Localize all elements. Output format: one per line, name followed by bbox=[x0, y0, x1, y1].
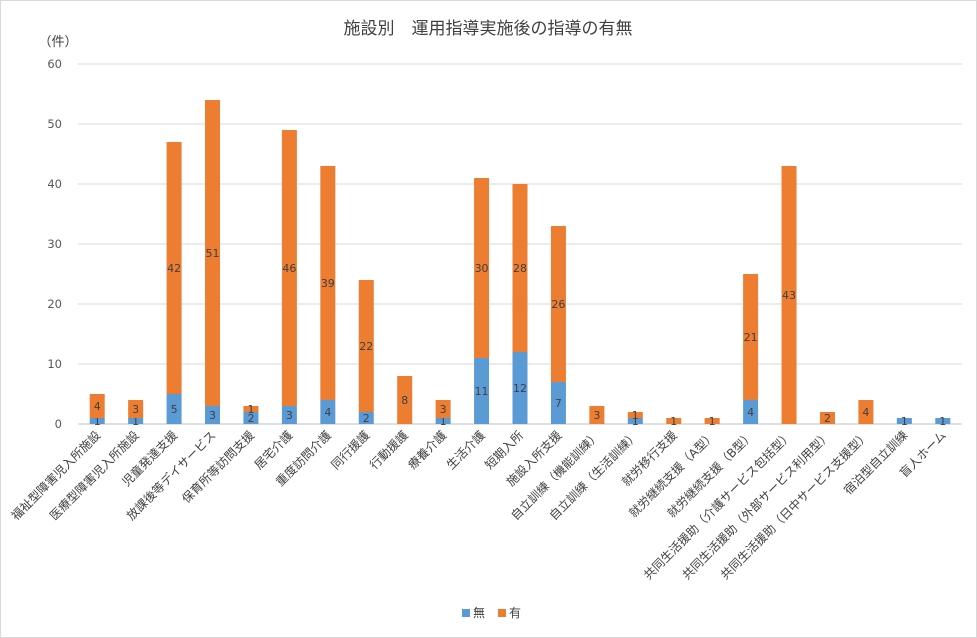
data-label-none-10: 11 bbox=[475, 385, 489, 398]
data-label-yes-19: 2 bbox=[824, 412, 831, 425]
y-tick-label-50: 50 bbox=[47, 117, 62, 131]
bar-yes-3 bbox=[205, 100, 221, 406]
y-axis-unit: （件） bbox=[38, 35, 77, 50]
data-label-yes-1: 3 bbox=[132, 403, 139, 416]
bar-yes-7 bbox=[358, 280, 374, 412]
bar-yes-19 bbox=[819, 412, 835, 424]
data-label-yes-18: 43 bbox=[782, 289, 796, 302]
bar-none-11 bbox=[512, 352, 528, 424]
bar-none-7 bbox=[358, 412, 374, 424]
data-label-yes-14: 1 bbox=[632, 409, 639, 422]
bar-none-2 bbox=[166, 394, 182, 424]
bar-yes-8 bbox=[397, 376, 413, 424]
bar-none-5 bbox=[281, 406, 297, 424]
data-label-yes-15: 1 bbox=[670, 415, 677, 428]
bar-yes-18 bbox=[781, 166, 797, 424]
bar-yes-0 bbox=[89, 394, 105, 418]
data-label-none-7: 2 bbox=[363, 412, 370, 425]
legend-label-yes: 有 bbox=[509, 606, 521, 620]
data-label-yes-3: 51 bbox=[206, 247, 220, 260]
x-axis-labels: 福祉型障害児入所施設医療型障害児入所施設児童発達支援放課後等デイサービス保育所等… bbox=[8, 428, 949, 583]
data-label-none-17: 4 bbox=[747, 406, 754, 419]
bar-yes-11 bbox=[512, 184, 528, 352]
data-label-yes-2: 42 bbox=[167, 262, 181, 275]
data-label-yes-10: 30 bbox=[475, 262, 489, 275]
bar-yes-5 bbox=[281, 130, 297, 406]
data-label-yes-11: 28 bbox=[513, 262, 527, 275]
y-tick-label-10: 10 bbox=[47, 357, 62, 371]
bar-yes-14 bbox=[627, 412, 643, 418]
x-tick-label-7: 同行援護 bbox=[328, 428, 373, 473]
bar-none-0 bbox=[89, 418, 105, 424]
bar-none-9 bbox=[435, 418, 451, 424]
data-label-yes-20: 4 bbox=[862, 406, 869, 419]
y-tick-label-60: 60 bbox=[47, 57, 62, 71]
data-label-none-1: 1 bbox=[132, 415, 139, 428]
data-label-none-4: 2 bbox=[247, 412, 254, 425]
legend-swatch-none bbox=[462, 609, 470, 617]
chart-title: 施設別 運用指導実施後の指導の有無 bbox=[344, 19, 633, 39]
legend: 無有 bbox=[462, 605, 521, 620]
bar-yes-12 bbox=[550, 226, 566, 382]
bar-none-12 bbox=[550, 382, 566, 424]
data-label-yes-8: 8 bbox=[401, 394, 408, 407]
bar-yes-10 bbox=[474, 178, 490, 358]
data-label-yes-0: 4 bbox=[94, 400, 101, 413]
data-label-yes-13: 3 bbox=[593, 409, 600, 422]
data-label-none-2: 5 bbox=[171, 403, 178, 416]
x-tick-label-10: 生活介護 bbox=[443, 428, 488, 473]
bar-yes-9 bbox=[435, 400, 451, 418]
data-label-none-0: 1 bbox=[94, 415, 101, 428]
data-label-none-12: 7 bbox=[555, 397, 562, 410]
y-axis-ticks: 0 10 20 30 40 50 60 bbox=[47, 57, 62, 431]
data-label-none-9: 1 bbox=[440, 415, 447, 428]
data-label-none-5: 3 bbox=[286, 409, 293, 422]
y-tick-label-0: 0 bbox=[55, 417, 62, 431]
y-tick-label-30: 30 bbox=[47, 237, 62, 251]
x-tick-label-9: 療養介護 bbox=[405, 428, 450, 473]
x-tick-label-4: 保育所等訪問支援 bbox=[179, 428, 257, 506]
bar-yes-20 bbox=[858, 400, 874, 424]
y-tick-label-40: 40 bbox=[47, 177, 62, 191]
data-label-none-21: 1 bbox=[901, 415, 908, 428]
bar-none-3 bbox=[205, 406, 221, 424]
bar-yes-15 bbox=[666, 418, 682, 424]
bar-yes-4 bbox=[243, 406, 259, 412]
data-label-yes-12: 26 bbox=[551, 298, 565, 311]
legend-swatch-yes bbox=[498, 609, 506, 617]
data-label-none-6: 4 bbox=[324, 406, 331, 419]
x-tick-label-8: 行動援護 bbox=[366, 428, 411, 473]
data-label-none-14: 1 bbox=[632, 415, 639, 428]
data-label-yes-4: 1 bbox=[247, 403, 254, 416]
data-label-none-11: 12 bbox=[513, 382, 527, 395]
data-label-yes-16: 1 bbox=[709, 415, 716, 428]
data-label-yes-7: 22 bbox=[359, 340, 373, 353]
bar-none-14 bbox=[627, 418, 643, 424]
bar-yes-6 bbox=[320, 166, 336, 400]
bar-none-4 bbox=[243, 412, 259, 424]
bar-none-22 bbox=[935, 418, 951, 424]
data-label-yes-17: 21 bbox=[744, 331, 758, 344]
data-label-yes-5: 46 bbox=[282, 262, 296, 275]
y-tick-label-20: 20 bbox=[47, 297, 62, 311]
bar-none-10 bbox=[474, 358, 490, 424]
bar-yes-1 bbox=[128, 400, 144, 418]
data-label-yes-6: 39 bbox=[321, 277, 335, 290]
bar-yes-13 bbox=[589, 406, 605, 424]
bar-none-1 bbox=[128, 418, 144, 424]
bar-none-17 bbox=[743, 400, 759, 424]
data-label-none-22: 1 bbox=[939, 415, 946, 428]
bar-yes-16 bbox=[704, 418, 720, 424]
bar-none-21 bbox=[896, 418, 912, 424]
data-label-none-3: 3 bbox=[209, 409, 216, 422]
legend-label-none: 無 bbox=[473, 605, 485, 620]
data-label-yes-9: 3 bbox=[440, 403, 447, 416]
bar-none-6 bbox=[320, 400, 336, 424]
bar-yes-2 bbox=[166, 142, 182, 394]
bar-yes-17 bbox=[743, 274, 759, 400]
